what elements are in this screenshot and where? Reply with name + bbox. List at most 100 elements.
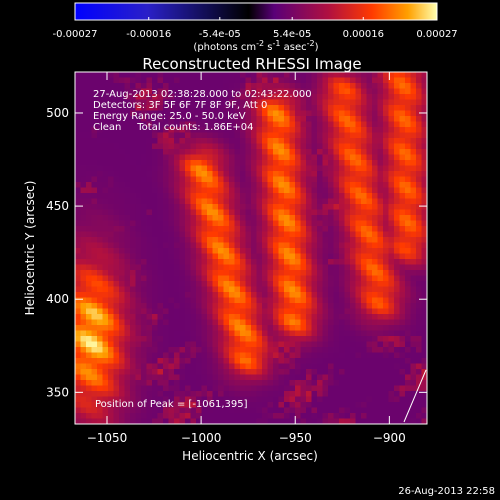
heatmap-cell (141, 154, 147, 161)
heatmap-cell (295, 231, 301, 238)
heatmap-cell (284, 105, 290, 111)
heatmap-cell (300, 407, 307, 414)
heatmap-cell (284, 176, 290, 183)
heatmap-cell (262, 77, 268, 84)
heatmap-cell (102, 281, 109, 287)
heatmap-cell (141, 297, 147, 304)
heatmap-cell (234, 264, 241, 271)
heatmap-cell (350, 297, 356, 304)
heatmap-cell (295, 253, 301, 260)
heatmap-cell (124, 413, 131, 419)
heatmap-cell (185, 198, 191, 205)
heatmap-cell (361, 292, 367, 298)
heatmap-cell (146, 121, 153, 128)
heatmap-cell (306, 99, 312, 106)
heatmap-cell (168, 99, 175, 106)
heatmap-cell (306, 396, 312, 403)
heatmap-cell (366, 220, 373, 227)
heatmap-cell (328, 121, 334, 128)
heatmap-cell (119, 193, 125, 199)
heatmap-cell (196, 402, 202, 408)
heatmap-cell (124, 143, 131, 150)
heatmap-cell (234, 94, 241, 100)
heatmap-cell (361, 72, 367, 78)
heatmap-cell (97, 385, 103, 392)
heatmap-cell (86, 347, 92, 353)
heatmap-cell (317, 105, 323, 111)
heatmap-cell (317, 270, 323, 276)
heatmap-cell (163, 215, 169, 221)
heatmap-cell (350, 226, 356, 232)
heatmap-cell (251, 215, 257, 221)
heatmap-cell (366, 286, 373, 293)
heatmap-cell (410, 220, 417, 227)
heatmap-cell (163, 341, 169, 348)
heatmap-cell (284, 303, 290, 309)
heatmap-cell (366, 248, 373, 254)
heatmap-cell (97, 303, 103, 309)
heatmap-cell (212, 176, 219, 183)
heatmap-cell (262, 88, 268, 95)
heatmap-cell (361, 110, 367, 117)
heatmap-cell (350, 204, 356, 210)
heatmap-cell (344, 286, 351, 293)
heatmap-cell (289, 149, 296, 155)
heatmap-cell (179, 220, 186, 227)
heatmap-cell (267, 292, 274, 298)
heatmap-cell (361, 220, 367, 227)
heatmap-cell (421, 242, 427, 249)
heatmap-cell (207, 358, 213, 364)
heatmap-cell (130, 160, 136, 166)
heatmap-cell (80, 319, 87, 326)
heatmap-cell (328, 281, 334, 287)
heatmap-cell (421, 94, 427, 100)
heatmap-cell (300, 336, 307, 342)
heatmap-cell (86, 83, 92, 89)
heatmap-cell (355, 187, 362, 194)
heatmap-cell (97, 396, 103, 403)
heatmap-cell (201, 369, 208, 375)
heatmap-cell (300, 385, 307, 392)
heatmap-cell (350, 110, 356, 117)
heatmap-cell (218, 182, 224, 188)
heatmap-cell (394, 226, 400, 232)
heatmap-cell (262, 171, 268, 177)
heatmap-cell (218, 204, 224, 210)
heatmap-cell (262, 127, 268, 133)
heatmap-cell (251, 182, 257, 188)
heatmap-cell (196, 149, 202, 155)
heatmap-cell (185, 297, 191, 304)
heatmap-cell (146, 83, 153, 89)
heatmap-cell (119, 198, 125, 205)
heatmap-cell (218, 253, 224, 260)
heatmap-cell (91, 121, 98, 128)
heatmap-cell (75, 347, 81, 353)
heatmap-cell (168, 407, 175, 414)
heatmap-cell (108, 116, 114, 122)
heatmap-cell (163, 83, 169, 89)
heatmap-cell (355, 330, 362, 337)
heatmap-cell (333, 275, 340, 282)
heatmap-cell (97, 242, 103, 249)
heatmap-cell (80, 341, 87, 348)
heatmap-cell (399, 418, 406, 424)
heatmap-cell (333, 396, 340, 403)
heatmap-cell (328, 165, 334, 172)
heatmap-cell (240, 121, 246, 128)
heatmap-cell (157, 264, 164, 271)
heatmap-cell (218, 127, 224, 133)
heatmap-cell (190, 132, 197, 139)
heatmap-cell (135, 242, 142, 249)
heatmap-cell (410, 160, 417, 166)
heatmap-cell (174, 369, 180, 375)
heatmap-cell (196, 363, 202, 370)
heatmap-cell (174, 138, 180, 144)
heatmap-cell (311, 319, 318, 326)
heatmap-cell (190, 160, 197, 166)
heatmap-cell (146, 171, 153, 177)
heatmap-cell (262, 303, 268, 309)
heatmap-cell (146, 215, 153, 221)
heatmap-cell (196, 418, 202, 424)
heatmap-cell (289, 259, 296, 265)
heatmap-cell (168, 231, 175, 238)
